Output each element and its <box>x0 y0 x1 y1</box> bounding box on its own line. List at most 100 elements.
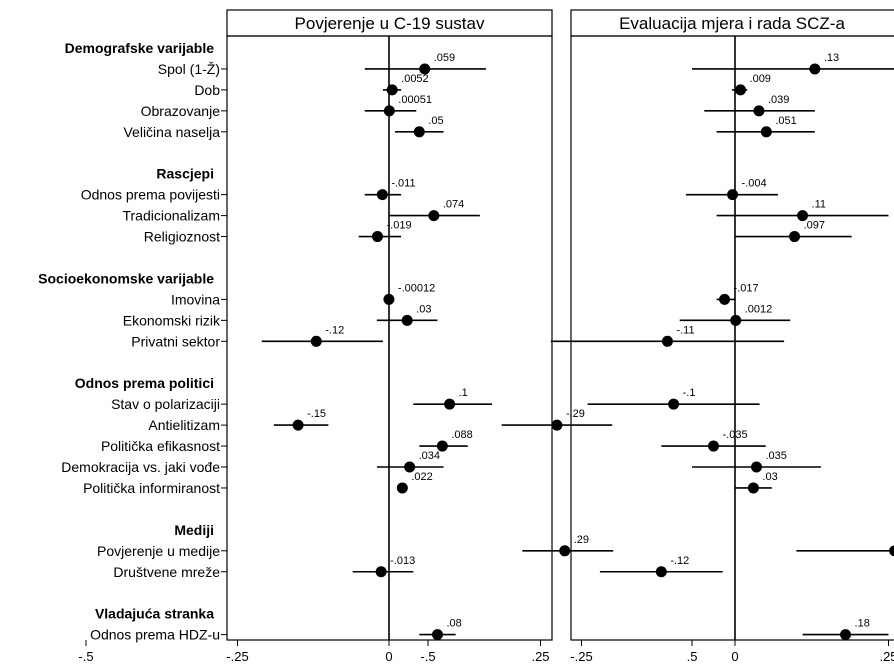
category-label: Religioznost <box>144 229 220 245</box>
coefficient-value-label: .08 <box>446 618 461 630</box>
coefficient-value-label: .0012 <box>745 303 773 315</box>
coefficient-value-label: .051 <box>775 115 796 127</box>
category-label: Povjerenje u medije <box>97 543 220 559</box>
coefficient-point <box>760 126 772 138</box>
coefficient-point <box>386 84 398 96</box>
x-tick-label: -.5 <box>420 649 435 664</box>
panel-1-title: Povjerenje u C-19 sustav <box>295 14 485 33</box>
coefficient-point <box>750 461 762 473</box>
coefficient-point <box>436 440 448 452</box>
x-tick-label: -.25 <box>570 649 592 664</box>
coefficient-value-label: -.1 <box>683 387 696 399</box>
x-tick-label: .25 <box>531 649 549 664</box>
coefficient-value-label: -.017 <box>734 282 759 294</box>
coefficient-value-label: .11 <box>812 199 826 211</box>
coefficient-point <box>668 398 680 410</box>
coefficient-value-label: .074 <box>443 199 464 211</box>
category-label: Imovina <box>171 291 220 307</box>
category-label: Demokracija vs. jaki vođe <box>61 459 220 475</box>
category-label: Obrazovanje <box>141 103 221 119</box>
category-label: Ekonomski rizik <box>123 312 221 328</box>
coefficient-value-label: -.004 <box>742 178 767 190</box>
group-label: Rascjepi <box>156 166 214 182</box>
category-label: Veličina naselja <box>123 124 220 140</box>
coefficient-point <box>753 105 765 117</box>
x-tick-label: .25 <box>879 649 894 664</box>
coefficient-value-label: -.29 <box>566 408 585 420</box>
coefficient-point <box>735 84 747 96</box>
panel-2-marks: .13 .009 .039 .051 -.004 .11 .097 -.017 .0012 -.1… <box>501 52 894 641</box>
category-label: Spol (1-Ž) <box>158 61 220 77</box>
coefficient-value-label: .088 <box>451 429 472 441</box>
category-label: Stav o polarizaciji <box>111 396 220 412</box>
coefficient-value-label: -.011 <box>391 178 415 190</box>
coefficient-point <box>719 293 731 305</box>
coefficient-point <box>559 545 571 557</box>
panel-1-title-box <box>226 9 553 37</box>
coefficient-point <box>708 440 720 452</box>
panel-2-title: Evaluacija mjera i rada SCZ-a <box>619 14 845 33</box>
coefficient-point <box>383 105 395 117</box>
y-axis-labels: Demografske varijable Spol (1-Ž) Dob Obrazo… <box>38 40 227 643</box>
coefficient-point <box>396 482 408 494</box>
category-label: Privatni sektor <box>131 333 220 349</box>
coefficient-value-label: -.12 <box>670 555 689 567</box>
group-label: Socioekonomske varijable <box>38 270 214 286</box>
coefficient-value-label: -.11 <box>676 324 694 336</box>
category-label: Društvene mreže <box>113 564 220 580</box>
coefficient-point <box>413 126 425 138</box>
coefficient-point <box>661 335 673 347</box>
coefficient-value-label: .29 <box>574 534 589 546</box>
coefficient-value-label: -.12 <box>325 324 344 336</box>
coefficient-value-label: .022 <box>411 471 432 483</box>
coefficient-value-label: -.00012 <box>398 282 435 294</box>
coefficient-value-label: .18 <box>855 618 870 630</box>
x-tick-label: -.5 <box>78 649 93 664</box>
group-label: Mediji <box>174 522 214 538</box>
coefficient-point <box>655 566 667 578</box>
coefficient-point <box>789 231 801 243</box>
group-label: Odnos prema politici <box>75 375 214 391</box>
coefficient-point <box>444 398 456 410</box>
panel-1: Povjerenje u C-19 sustav -.5 -.25 0 .25 .5 .… <box>78 9 697 664</box>
coefficient-point <box>730 314 742 326</box>
x-tick-label: 0 <box>385 649 392 664</box>
coefficient-value-label: -.035 <box>723 429 748 441</box>
coefficient-value-label: .039 <box>768 94 789 106</box>
coefficient-point <box>383 293 395 305</box>
coefficient-value-label: .059 <box>434 52 455 64</box>
x-tick-label: 0 <box>731 649 738 664</box>
coefficient-point <box>809 63 821 75</box>
group-label: Demografske varijable <box>65 40 215 56</box>
coefficient-point <box>310 335 322 347</box>
coefficient-point <box>428 210 440 222</box>
coefficient-point <box>797 210 809 222</box>
category-label: Dob <box>194 82 220 98</box>
coefficient-point <box>747 482 759 494</box>
coefficient-point <box>375 566 387 578</box>
coefficient-point <box>551 419 563 431</box>
coefficient-value-label: .097 <box>804 220 825 232</box>
category-label: Politička efikasnost <box>101 438 220 454</box>
coefficient-value-label: -.15 <box>307 408 326 420</box>
coefficient-point <box>431 629 443 641</box>
coefficient-point <box>727 189 739 201</box>
coefficient-value-label: .00051 <box>398 94 432 106</box>
coefficient-point <box>419 63 431 75</box>
coefficient-value-label: .034 <box>419 450 440 462</box>
category-label: Politička informiranost <box>83 480 220 496</box>
coefficient-point <box>889 545 894 557</box>
coefficient-value-label: .0052 <box>401 73 429 85</box>
panel-1-x-axis: -.5 -.25 0 .25 .5 <box>78 640 697 664</box>
coefficient-value-label: .1 <box>459 387 468 399</box>
panel-2: Evaluacija mjera i rada SCZ-a -.5 -.25 0 .2… <box>420 9 894 664</box>
panel-2-plot-area <box>570 35 894 641</box>
group-label: Vladajuća stranka <box>95 606 214 622</box>
panel-1-marks: .059 .0052 .00051 .05 -.011 .074 -.019 -.00012.… <box>261 52 614 641</box>
coefficient-point <box>840 629 852 641</box>
coefficient-value-label: -.019 <box>386 220 411 232</box>
coefficient-value-label: .03 <box>416 303 431 315</box>
coefficient-value-label: .13 <box>824 52 839 64</box>
coefficient-point <box>404 461 416 473</box>
